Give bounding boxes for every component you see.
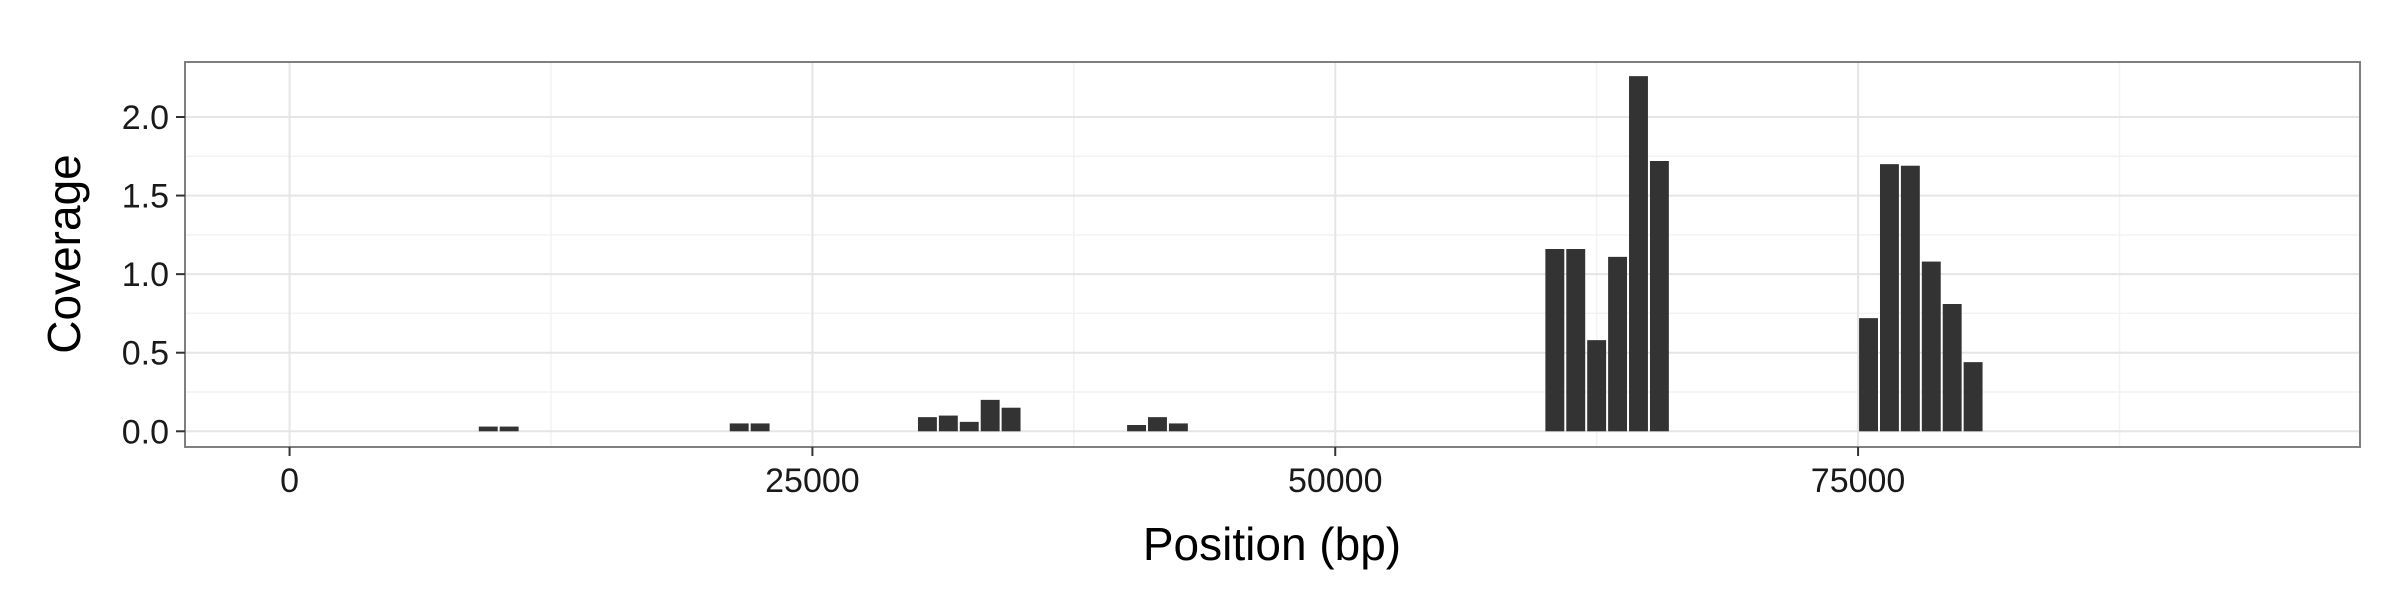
x-tick-label: 25000 <box>765 462 860 500</box>
bar <box>980 399 1000 432</box>
y-tick-label: 0.5 <box>122 335 169 373</box>
bar <box>1545 249 1565 432</box>
bar <box>1587 340 1607 432</box>
y-tick-label: 2.0 <box>122 99 169 137</box>
bar <box>1859 318 1878 432</box>
bar <box>1566 249 1586 432</box>
bar <box>729 423 749 432</box>
bar <box>750 423 770 432</box>
x-tick-label: 75000 <box>1811 462 1906 500</box>
bar <box>1942 304 1962 432</box>
x-tick-label: 0 <box>280 462 299 500</box>
bar <box>1963 362 1983 432</box>
bar <box>1629 76 1648 432</box>
y-tick-label: 0.0 <box>122 413 169 451</box>
bar <box>1148 417 1167 432</box>
bar <box>1649 161 1669 432</box>
axes: 0 25000 50000 75000 0.0 0.5 1.0 1.5 2.0 <box>122 99 1906 500</box>
bar <box>1879 164 1899 432</box>
bar <box>917 417 937 432</box>
bar <box>1608 256 1628 432</box>
x-axis-title: Position (bp) <box>1143 518 1401 570</box>
plot-border <box>184 61 2361 448</box>
y-axis-title: Coverage <box>38 154 90 353</box>
bar <box>499 426 519 432</box>
bar <box>959 421 979 432</box>
bar <box>1127 425 1147 432</box>
bar <box>1001 407 1021 432</box>
y-tick-label: 1.0 <box>122 256 169 294</box>
bar <box>938 415 958 432</box>
bars <box>478 76 1983 432</box>
bar <box>1921 261 1941 432</box>
bar <box>1168 423 1188 432</box>
bar <box>478 426 498 432</box>
y-tick-label: 1.5 <box>122 178 169 216</box>
grid-lines <box>185 62 2360 447</box>
x-tick-label: 50000 <box>1288 462 1383 500</box>
bar <box>1900 165 1920 432</box>
plot-panel <box>185 62 2360 447</box>
